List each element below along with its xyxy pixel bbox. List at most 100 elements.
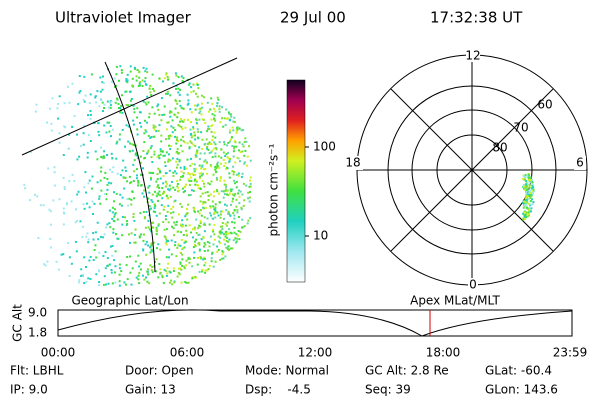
pixel [221,231,223,234]
pixel [81,274,84,276]
pixel [180,205,183,208]
pixel [189,194,192,196]
pixel [169,115,172,118]
pixel [198,270,201,273]
pixel [147,219,150,222]
pixel [172,186,175,189]
pixel [142,239,145,242]
pixel [170,181,173,183]
pixel [98,134,101,137]
pixel [180,106,183,109]
pixel [157,108,160,111]
pixel [176,275,179,278]
pixel [146,152,148,155]
pixel [87,134,90,136]
pixel [525,185,528,188]
pixel [142,66,145,69]
pixel [187,118,189,121]
pixel [156,105,159,108]
pixel [96,158,99,161]
pixel [152,250,155,253]
pixel [101,81,104,84]
pixel [191,162,194,165]
pixel [219,229,222,232]
pixel [232,197,234,200]
pixel [527,211,530,214]
pixel [165,128,168,131]
pixel [89,110,92,112]
pixel [182,191,185,194]
pixel [125,223,128,226]
pixel [159,268,162,271]
pixel [141,85,144,87]
orbit-y-tick: 9.0 [28,306,47,320]
pixel [176,116,179,119]
pixel [188,194,191,197]
pixel [249,176,252,179]
pixel [190,189,193,192]
pixel [110,271,113,274]
pixel [162,221,165,223]
pixel [132,163,135,166]
pixel [102,155,105,158]
pixel [168,137,171,140]
pixel [111,217,114,220]
pixel [176,183,179,185]
pixel [58,198,61,201]
pixel [529,200,532,203]
pixel [112,166,115,169]
pixel [94,150,97,153]
pixel [154,125,157,128]
pixel [530,194,533,196]
pixel [141,79,144,82]
pixel [178,151,181,154]
pixel [172,205,175,208]
pixel [129,70,132,73]
pixel [196,95,199,98]
pixel [82,99,85,102]
pixel [199,110,202,113]
pixel [140,268,142,271]
pixel [105,198,108,201]
pixel [233,147,236,150]
pixel [181,264,184,267]
pixel [188,179,191,182]
pixel [118,138,121,141]
pixel [156,247,158,250]
pixel [110,269,113,271]
pixel [155,230,158,233]
pixel [206,130,209,133]
pixel [172,175,175,177]
pixel [156,178,159,181]
pixel [223,141,226,143]
pixel [177,76,180,79]
orbit-title: Apex MLat/MLT [410,294,500,308]
pixel [93,249,96,251]
pixel [231,136,233,139]
pixel [120,270,123,273]
pixel [221,222,224,224]
pixel [179,251,182,254]
pixel [235,198,238,201]
pixel [199,220,202,223]
pixel [115,65,118,68]
pixel [156,173,159,176]
orbit-x-tick: 18:00 [426,346,461,360]
pixel [143,217,146,220]
pixel [138,111,141,114]
pixel [105,226,107,229]
pixel [179,104,182,107]
pixel [233,226,236,229]
pixel [183,241,186,244]
pixel [218,141,221,144]
pixel [158,186,161,189]
info-field: Gain: 13 [125,383,176,397]
pixel [111,282,114,285]
pixel [198,164,201,167]
pixel [193,170,196,173]
pixel [522,206,525,209]
pixel [199,225,202,228]
mlt-label: 12 [465,49,480,63]
pixel [158,263,161,265]
pixel [139,122,141,124]
